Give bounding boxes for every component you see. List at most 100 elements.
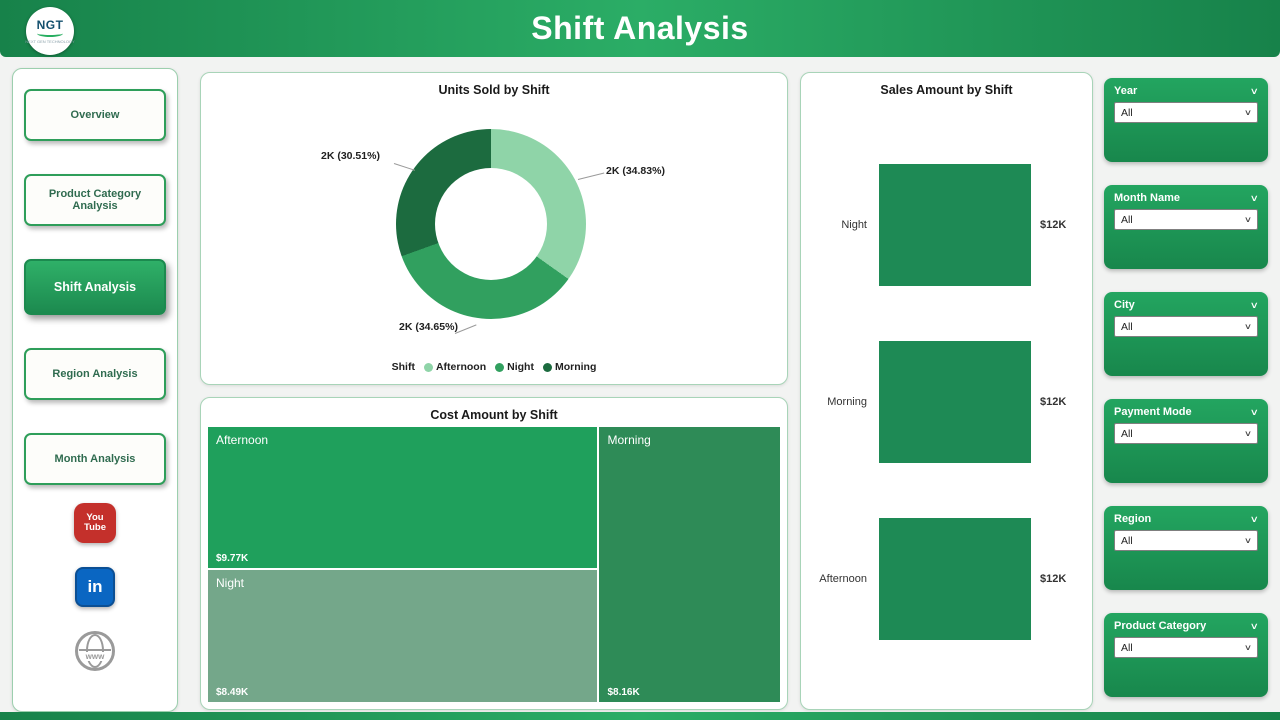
bar-night[interactable]: [879, 164, 1031, 286]
chevron-down-icon[interactable]: ∨: [1250, 192, 1260, 203]
sales-amount-panel: Sales Amount by Shift Night $12K Morning $1…: [800, 72, 1093, 710]
header: NGT NEXT GEN TECHNOLOGY Shift Analysis: [0, 0, 1280, 57]
filter-dropdown[interactable]: All ∨: [1114, 102, 1258, 123]
filter-label: Year: [1114, 85, 1138, 97]
legend-dot: [423, 362, 433, 372]
treemap-node-night[interactable]: Night $8.49K: [207, 569, 599, 703]
chevron-down-icon: ∨: [1243, 643, 1253, 652]
filter-label: Month Name: [1114, 192, 1180, 204]
legend-title: Shift: [391, 361, 415, 373]
cost-amount-title: Cost Amount by Shift: [430, 408, 558, 422]
filter-header: Payment Mode ∨: [1104, 399, 1268, 423]
chevron-down-icon: ∨: [1243, 108, 1253, 117]
donut-label-night: 2K (34.65%): [399, 321, 458, 333]
logo-tagline: NEXT GEN TECHNOLOGY: [25, 39, 75, 44]
chevron-down-icon: ∨: [1243, 215, 1253, 224]
youtube-text: Tube: [84, 522, 106, 533]
chevron-down-icon[interactable]: ∨: [1250, 513, 1260, 524]
treemap-chart: Afternoon $9.77K Night $8.49K Morning $8.16K: [207, 426, 781, 703]
filter-dropdown[interactable]: All ∨: [1114, 209, 1258, 230]
callout-line: [577, 172, 605, 180]
donut-label-afternoon: 2K (34.83%): [606, 165, 665, 177]
sales-amount-title: Sales Amount by Shift: [880, 83, 1013, 97]
sidebar-item-month-analysis[interactable]: Month Analysis: [24, 433, 166, 485]
chevron-down-icon[interactable]: ∨: [1250, 299, 1260, 310]
filter-value: All: [1121, 641, 1133, 654]
filter-region: Region ∨ All ∨: [1104, 506, 1268, 590]
sidebar-item-product-category-analysis[interactable]: Product Category Analysis: [24, 174, 166, 226]
bar-value-label: $12K: [1040, 396, 1067, 408]
sidebar-item-overview[interactable]: Overview: [24, 89, 166, 141]
treemap-node-label: Morning: [607, 433, 651, 447]
filter-header: Region ∨: [1104, 506, 1268, 530]
nav-sidebar: Overview Product Category Analysis Shift A…: [12, 68, 178, 712]
bar-value-label: $12K: [1040, 219, 1067, 231]
chevron-down-icon[interactable]: ∨: [1250, 406, 1260, 417]
social-icons: You Tube in www: [13, 503, 177, 671]
filter-dropdown[interactable]: All ∨: [1114, 316, 1258, 337]
treemap-node-value: $8.16K: [607, 687, 640, 698]
filter-dropdown[interactable]: All ∨: [1114, 637, 1258, 658]
bar-morning[interactable]: [879, 341, 1031, 463]
filter-value: All: [1121, 534, 1133, 547]
filter-header: City ∨: [1104, 292, 1268, 316]
treemap-node-afternoon[interactable]: Afternoon $9.77K: [207, 426, 599, 570]
youtube-icon[interactable]: You Tube: [74, 503, 116, 543]
treemap-node-value: $9.77K: [216, 553, 249, 565]
website-icon[interactable]: www: [75, 631, 115, 671]
chevron-down-icon: ∨: [1243, 536, 1253, 545]
filter-sidebar: Year ∨ All ∨ Month Name ∨ All ∨ City ∨ All ∨ Payment…: [1104, 72, 1268, 710]
legend-item-night: Night: [495, 361, 534, 373]
filter-dropdown[interactable]: All ∨: [1114, 530, 1258, 551]
filter-header: Month Name ∨: [1104, 185, 1268, 209]
filter-value: All: [1121, 213, 1133, 226]
bar-category-label: Night: [841, 219, 867, 231]
bar-afternoon[interactable]: [879, 518, 1031, 640]
treemap-node-morning[interactable]: Morning $8.16K: [598, 426, 781, 703]
treemap-node-label: Afternoon: [216, 433, 269, 447]
filter-city: City ∨ All ∨: [1104, 292, 1268, 376]
logo-swoosh: [37, 30, 63, 37]
sidebar-item-region-analysis[interactable]: Region Analysis: [24, 348, 166, 400]
callout-line: [454, 324, 477, 334]
filter-header: Product Category ∨: [1104, 613, 1268, 637]
units-sold-panel: Units Sold by Shift 2K (34.83%) 2K (34.65…: [200, 72, 788, 385]
donut-chart-area: 2K (34.83%) 2K (34.65%) 2K (30.51%): [201, 103, 787, 355]
website-text: www: [84, 651, 106, 661]
linkedin-icon[interactable]: in: [75, 567, 115, 607]
logo-text: NGT: [36, 18, 64, 32]
donut-chart[interactable]: [396, 129, 586, 319]
cost-amount-panel: Cost Amount by Shift Afternoon $9.77K Nigh…: [200, 397, 788, 710]
legend-dot: [495, 362, 505, 372]
filter-value: All: [1121, 320, 1133, 333]
bar-category-label: Afternoon: [819, 573, 867, 585]
filter-label: Product Category: [1114, 620, 1207, 632]
filter-year: Year ∨ All ∨: [1104, 78, 1268, 162]
bar-row-night: Night $12K: [811, 164, 1084, 286]
bar-row-morning: Morning $12K: [811, 341, 1084, 463]
footer-strip: [0, 712, 1280, 720]
youtube-text: You: [86, 512, 104, 523]
chevron-down-icon[interactable]: ∨: [1250, 620, 1260, 631]
bar-value-label: $12K: [1040, 573, 1067, 585]
bar-chart: Night $12K Morning $12K Afternoon $12K: [811, 109, 1084, 695]
bar-category-label: Morning: [827, 396, 867, 408]
page-title: Shift Analysis: [531, 10, 749, 46]
nav-items: Overview Product Category Analysis Shift A…: [13, 69, 177, 485]
chevron-down-icon[interactable]: ∨: [1250, 85, 1260, 96]
chevron-down-icon: ∨: [1243, 429, 1253, 438]
filter-value: All: [1121, 427, 1133, 440]
filter-dropdown[interactable]: All ∨: [1114, 423, 1258, 444]
treemap-node-label: Night: [216, 576, 245, 591]
donut-legend: Shift Afternoon Night Morning: [201, 361, 787, 373]
legend-item-afternoon: Afternoon: [423, 361, 486, 373]
chevron-down-icon: ∨: [1243, 322, 1253, 331]
filter-label: City: [1114, 299, 1135, 311]
sidebar-item-shift-analysis[interactable]: Shift Analysis: [24, 259, 166, 315]
ngt-logo: NGT NEXT GEN TECHNOLOGY: [25, 7, 75, 55]
legend-item-morning: Morning: [542, 361, 596, 373]
filter-label: Region: [1114, 513, 1152, 525]
callout-line: [393, 163, 416, 171]
donut-label-morning: 2K (30.51%): [321, 150, 380, 162]
